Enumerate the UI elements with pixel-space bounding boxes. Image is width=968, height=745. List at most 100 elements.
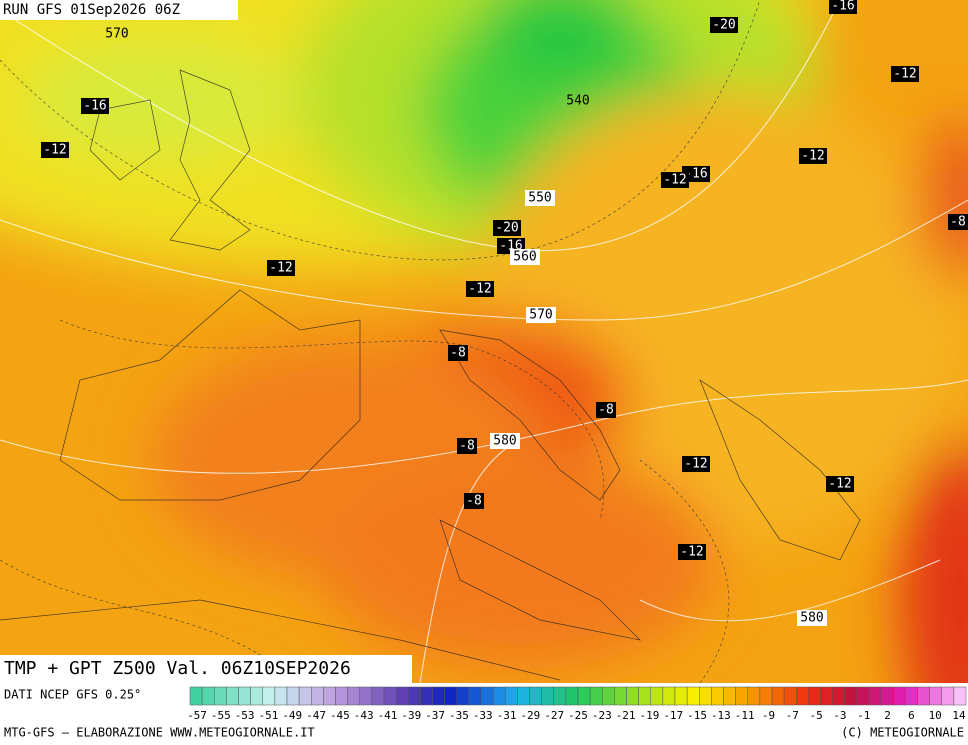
color-swatch: [905, 686, 918, 706]
color-swatch: [650, 686, 664, 706]
temp-label-box: [891, 66, 919, 82]
temp-label: -12: [269, 261, 292, 276]
height-label-box: [510, 249, 540, 265]
scale-label: -5: [810, 709, 823, 722]
color-swatch: [880, 686, 894, 706]
color-swatch: [771, 686, 785, 706]
scale-label: -9: [762, 709, 775, 722]
temp-label: -20: [712, 18, 735, 33]
temp-label-box: [596, 402, 616, 418]
run-box: [0, 0, 238, 20]
color-swatch: [686, 686, 700, 706]
color-swatch: [311, 686, 324, 706]
footer-left: MTG-GFS — ELABORAZIONE WWW.METEOGIORNALE…: [4, 726, 315, 740]
height-label-box: [797, 610, 827, 626]
scale-label: 6: [908, 709, 915, 722]
temp-label-box: [678, 544, 706, 560]
temp-label: -8: [950, 215, 966, 230]
height-label: 570: [105, 27, 128, 42]
temp-label: -12: [680, 545, 703, 560]
scale-label: 10: [929, 709, 942, 722]
color-swatch: [638, 686, 651, 706]
temp-label: -12: [684, 457, 707, 472]
color-swatch: [480, 686, 494, 706]
scale-label: -21: [616, 709, 636, 722]
color-swatch: [735, 686, 748, 706]
color-swatch: [602, 686, 615, 706]
color-swatch: [820, 686, 833, 706]
footer-right: (C) METEOGIORNALE: [841, 726, 964, 740]
temp-label-box: [267, 260, 295, 276]
color-swatch: [747, 686, 761, 706]
scale-label: -29: [520, 709, 540, 722]
color-swatch: [953, 686, 967, 706]
color-swatch: [674, 686, 688, 706]
color-swatch: [323, 686, 336, 706]
color-swatch: [408, 686, 421, 706]
height-label-box: [490, 433, 520, 449]
scale-label: -57: [187, 709, 207, 722]
color-swatch: [395, 686, 409, 706]
title-box: [0, 655, 412, 683]
temp-label-box: [448, 345, 468, 361]
color-swatch: [335, 686, 348, 706]
scale-label: -47: [306, 709, 326, 722]
color-swatch: [529, 686, 542, 706]
color-swatch: [711, 686, 724, 706]
scale-label: -17: [663, 709, 683, 722]
color-swatch: [541, 686, 554, 706]
scale-label: -41: [378, 709, 398, 722]
height-label: 540: [566, 94, 589, 109]
height-label: 560: [513, 250, 536, 265]
color-swatch: [201, 686, 215, 706]
color-swatch: [347, 686, 360, 706]
scale-label: -13: [711, 709, 731, 722]
temp-label-box: [829, 0, 857, 14]
scale-label: -55: [211, 709, 231, 722]
scale-label: -39: [401, 709, 421, 722]
color-swatch: [214, 686, 227, 706]
temp-label-box: [493, 220, 521, 236]
color-swatch: [553, 686, 567, 706]
temp-label-box: [799, 148, 827, 164]
scale-label: -45: [330, 709, 350, 722]
color-swatch: [565, 686, 579, 706]
color-swatch: [832, 686, 845, 706]
color-swatch: [262, 686, 276, 706]
temp-label-box: [457, 438, 477, 454]
color-swatch: [856, 686, 870, 706]
color-swatch: [723, 686, 736, 706]
height-label: 580: [800, 611, 823, 626]
temp-label: -16: [83, 99, 106, 114]
scale-label: 14: [952, 709, 966, 722]
temp-label-box: [682, 456, 710, 472]
temp-label-box: [661, 172, 689, 188]
temp-label: -8: [466, 494, 482, 509]
color-swatch: [577, 686, 591, 706]
color-swatch: [626, 686, 639, 706]
scale-label: -19: [640, 709, 660, 722]
temp-label-box: [710, 17, 738, 33]
scale-label: -35: [449, 709, 469, 722]
color-swatch: [238, 686, 251, 706]
scale-label: -53: [235, 709, 255, 722]
color-swatch: [796, 686, 809, 706]
height-label: 580: [493, 434, 516, 449]
color-swatch: [250, 686, 263, 706]
data-source: DATI NCEP GFS 0.25°: [4, 688, 141, 702]
scale-label: -37: [425, 709, 445, 722]
scale-label: -7: [786, 709, 799, 722]
height-label: 570: [529, 308, 552, 323]
temp-label: -12: [663, 173, 686, 188]
temp-label-box: [464, 493, 484, 509]
scale-label: -25: [568, 709, 588, 722]
scale-label: -3: [833, 709, 846, 722]
color-swatch: [783, 686, 797, 706]
color-swatch: [492, 686, 506, 706]
temp-label: -12: [43, 143, 66, 158]
scale-label: -1: [857, 709, 870, 722]
color-swatch: [432, 686, 445, 706]
temp-label-box: [826, 476, 854, 492]
